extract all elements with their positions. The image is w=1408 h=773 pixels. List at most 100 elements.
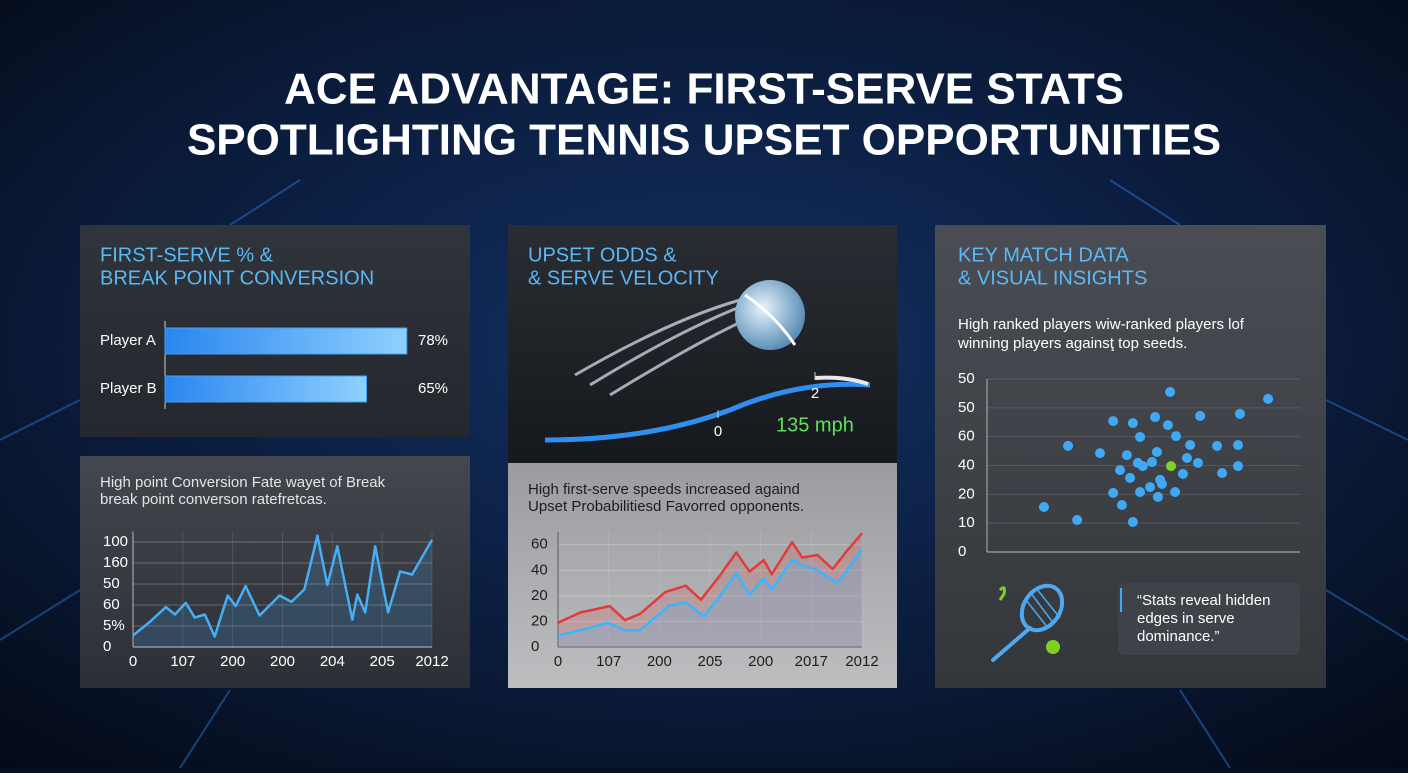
point [1192,457,1203,468]
x-tick-label: 200 [220,653,245,670]
y-tick-label: 60 [958,428,975,445]
point [1233,440,1244,451]
y-tick-label: 50 [958,399,975,416]
panel-heading: FIRST-SERVE % & [100,244,274,266]
y-tick-label: 60 [103,596,120,613]
point [1217,467,1228,478]
bar [164,375,367,403]
point [1170,487,1181,498]
line [557,532,863,624]
title-line: ACE ADVANTAGE: FIRST-SERVE STATS [284,65,1124,114]
point [1165,386,1176,397]
gauge-label: 0 [714,423,722,440]
point [1127,517,1138,528]
panel-heading: UPSET ODDS & [528,244,677,266]
racket-icon [991,583,1065,662]
y-tick-label: 40 [958,456,975,473]
point [1135,487,1146,498]
quote-box [1118,583,1300,655]
y-tick-label: 100 [103,533,128,550]
point [1116,500,1127,511]
point [1171,431,1182,442]
point [1166,461,1177,472]
point [1152,491,1163,502]
panel-subtitle: winning players againsţ top seeds. [957,335,1187,352]
x-tick-label: 2012 [415,653,448,670]
category-label: Player B [100,380,157,397]
point [1063,440,1074,451]
point [1212,440,1223,451]
point [1072,514,1083,525]
point [1115,465,1126,476]
point [1233,461,1244,472]
point [1263,393,1274,404]
value-label: 78% [418,332,448,349]
quote: edges in serve [1137,610,1235,627]
point [1185,440,1196,451]
panel-heading: Upset Probabilitiesd Favorred opponents. [528,498,804,515]
y-tick-label: 5% [103,617,125,634]
x-tick-label: 2017 [795,653,828,670]
y-tick-label: 160 [103,554,128,571]
panel-heading: & VISUAL INSIGHTS [958,267,1147,289]
point [1156,478,1167,489]
title-line: SPOTLIGHTING TENNIS UPSET OPPORTUNITIES [187,116,1221,165]
y-tick-label: 60 [531,536,548,553]
speed-readout: 135 mph [776,414,854,436]
x-tick-label: 200 [270,653,295,670]
point [1162,420,1173,431]
quote: “Stats reveal hidden [1137,592,1270,609]
point [1177,468,1188,479]
y-tick-label: 20 [958,485,975,502]
category-label: Player A [100,332,156,349]
x-tick-label: 200 [647,653,672,670]
line [132,534,434,638]
point [1127,418,1138,429]
point [1145,482,1156,493]
y-tick-label: 0 [531,638,539,655]
panel-heading: BREAK POINT CONVERSION [100,267,374,289]
court-lines [0,179,1408,769]
point [1234,408,1245,419]
y-tick-label: 40 [531,561,548,578]
point [1195,410,1206,421]
x-tick-label: 2012 [845,653,878,670]
value-label: 65% [418,380,448,397]
y-tick-label: 10 [958,514,975,531]
panel-heading: High point Conversion Fate wayet of Brea… [100,474,386,491]
panel-heading: High first-serve speeds increased againd [528,481,800,498]
area [558,549,862,647]
panel-heading: break point converson ratefretcas. [100,491,327,508]
point [1038,502,1049,513]
point [1108,487,1119,498]
x-tick-label: 200 [748,653,773,670]
area [133,535,432,647]
line [557,549,864,637]
point [1108,416,1119,427]
y-tick-label: 20 [531,587,548,604]
y-tick-label: 20 [531,612,548,629]
point [1182,453,1193,464]
y-tick-label: 50 [958,370,975,387]
panel-heading: KEY MATCH DATA [958,244,1129,266]
panel-heading: & SERVE VELOCITY [528,267,719,289]
gauge-label: 2 [811,385,819,402]
panel [508,225,897,463]
x-tick-label: 0 [129,653,137,670]
x-tick-label: 204 [320,653,345,670]
x-tick-label: 205 [370,653,395,670]
point [1094,448,1105,459]
point [1146,457,1157,468]
serve-illustration [544,280,871,443]
point [1137,461,1148,472]
x-tick-label: 107 [596,653,621,670]
panel [508,463,897,688]
y-tick-label: 0 [103,638,111,655]
point [1150,412,1161,423]
x-tick-label: 0 [554,653,562,670]
point [1121,450,1132,461]
x-tick-label: 107 [170,653,195,670]
y-tick-label: 50 [103,575,120,592]
